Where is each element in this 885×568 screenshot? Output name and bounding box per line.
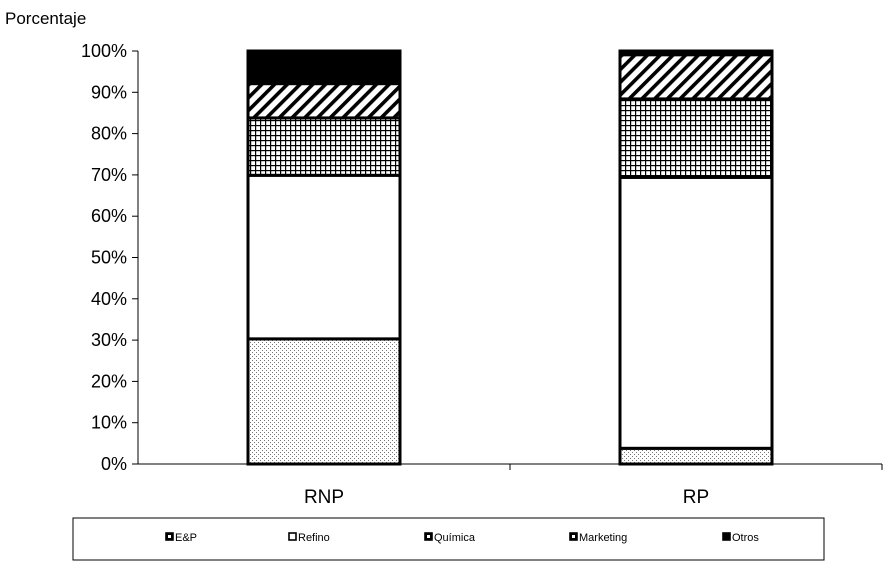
bars (246, 49, 774, 466)
legend-swatch (722, 532, 731, 541)
legend-label: Refino (298, 532, 330, 544)
legend-label: Otros (732, 532, 759, 544)
y-axis-title: Porcentaje (5, 9, 86, 28)
axes: 0% 10% 20% 30% 40% 50% 60% 70% 80% 90% 100% RNP RP (81, 41, 883, 508)
legend-label: E&P (175, 532, 197, 544)
legend-swatch (288, 532, 297, 541)
legend-swatch-inner (168, 535, 171, 538)
y-tick-label: 40% (91, 289, 127, 309)
y-tick-label: 70% (91, 165, 127, 185)
y-tick-label: 10% (91, 413, 127, 433)
legend-label: Marketing (579, 532, 627, 544)
bar-segment-rp-4 (618, 49, 774, 57)
bar-segment-rnp-1 (246, 173, 402, 341)
bar-segment-rp-2 (618, 97, 774, 179)
y-tick-label: 80% (91, 124, 127, 144)
x-category-label: RNP (304, 487, 344, 508)
y-tick-label: 50% (91, 248, 127, 268)
y-tick-label: 90% (91, 82, 127, 102)
y-tick-label: 30% (91, 330, 127, 350)
bar-segment-rnp-0 (246, 337, 402, 466)
legend-swatch-inner (427, 535, 430, 538)
bar-segment-rp-1 (618, 175, 774, 450)
legend-swatch-inner (572, 535, 575, 538)
y-tick-label: 0% (101, 454, 127, 474)
y-tick-label: 20% (91, 371, 127, 391)
bar-segment-rnp-2 (246, 116, 402, 177)
legend: E&P Refino Química Marketing Otros (72, 517, 825, 561)
y-tick-label: 100% (81, 41, 127, 61)
bar-segment-rnp-3 (246, 82, 402, 120)
bar-segment-rnp-4 (246, 49, 402, 86)
y-tick-label: 60% (91, 206, 127, 226)
legend-label: Química (434, 532, 476, 544)
legend-box (72, 517, 825, 561)
bar-segment-rp-3 (618, 53, 774, 101)
bar-segment-rp-0 (618, 446, 774, 466)
x-category-label: RP (683, 487, 709, 508)
